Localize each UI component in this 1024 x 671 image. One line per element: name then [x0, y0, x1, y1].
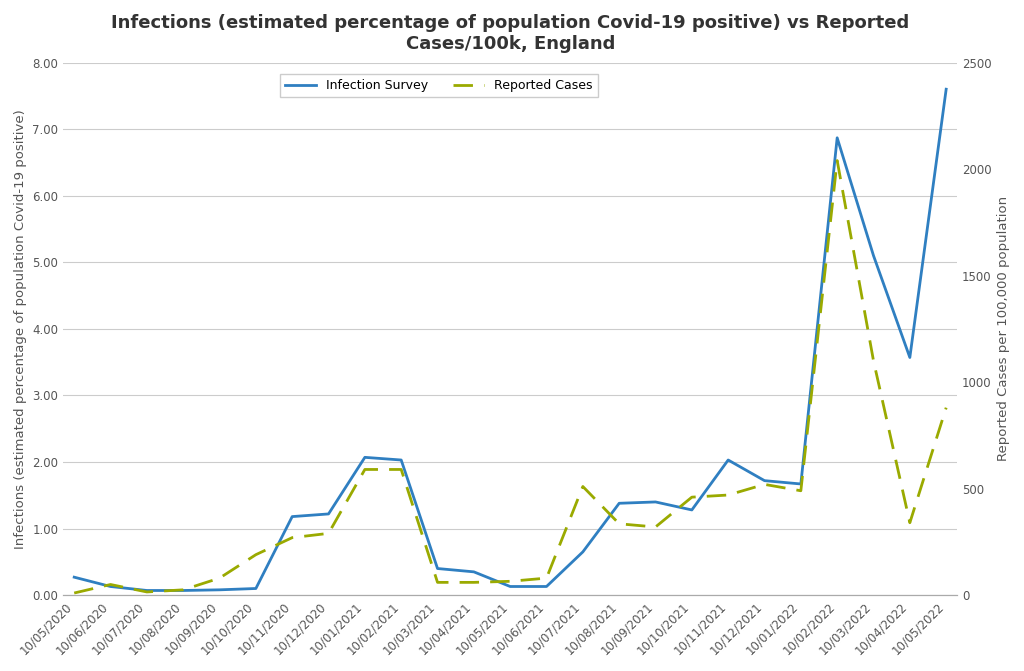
Reported Cases — [468, 578, 480, 586]
Infection Survey — [686, 506, 698, 514]
Reported Cases — [358, 466, 371, 474]
Reported Cases — [250, 551, 262, 559]
Reported Cases — [649, 523, 662, 531]
Infection Survey — [613, 499, 626, 507]
Infection Survey — [649, 498, 662, 506]
Reported Cases — [68, 589, 80, 597]
Infection Survey — [867, 252, 880, 260]
Reported Cases — [504, 577, 516, 585]
Reported Cases — [795, 486, 807, 495]
Reported Cases — [867, 357, 880, 365]
Infection Survey — [577, 548, 589, 556]
Infection Survey — [541, 582, 553, 590]
Reported Cases — [831, 156, 844, 164]
Title: Infections (estimated percentage of population Covid-19 positive) vs Reported
Ca: Infections (estimated percentage of popu… — [111, 14, 909, 53]
Reported Cases — [104, 580, 117, 588]
Infection Survey — [286, 513, 298, 521]
Reported Cases — [213, 574, 225, 582]
Infection Survey — [504, 582, 516, 590]
Reported Cases — [323, 529, 335, 537]
Reported Cases — [686, 493, 698, 501]
Reported Cases — [395, 466, 408, 474]
Reported Cases — [577, 482, 589, 491]
Infection Survey — [213, 586, 225, 594]
Line: Reported Cases: Reported Cases — [74, 160, 946, 593]
Line: Infection Survey: Infection Survey — [74, 89, 946, 590]
Infection Survey — [177, 586, 189, 595]
Infection Survey — [468, 568, 480, 576]
Infection Survey — [940, 85, 952, 93]
Reported Cases — [940, 404, 952, 412]
Infection Survey — [795, 480, 807, 488]
Infection Survey — [722, 456, 734, 464]
Reported Cases — [177, 586, 189, 594]
Infection Survey — [759, 476, 771, 484]
Infection Survey — [831, 134, 844, 142]
Reported Cases — [904, 519, 916, 527]
Infection Survey — [431, 564, 443, 572]
Reported Cases — [722, 491, 734, 499]
Infection Survey — [140, 586, 153, 595]
Infection Survey — [104, 582, 117, 590]
Y-axis label: Reported Cases per 100,000 population: Reported Cases per 100,000 population — [997, 197, 1010, 462]
Reported Cases — [431, 578, 443, 586]
Reported Cases — [613, 520, 626, 528]
Reported Cases — [286, 533, 298, 541]
Reported Cases — [140, 588, 153, 596]
Infection Survey — [904, 354, 916, 362]
Reported Cases — [759, 480, 771, 488]
Infection Survey — [323, 510, 335, 518]
Infection Survey — [395, 456, 408, 464]
Infection Survey — [250, 584, 262, 592]
Infection Survey — [358, 454, 371, 462]
Infection Survey — [68, 573, 80, 581]
Legend: Infection Survey, Reported Cases: Infection Survey, Reported Cases — [280, 74, 598, 97]
Reported Cases — [541, 574, 553, 582]
Y-axis label: Infections (estimated percentage of population Covid-19 positive): Infections (estimated percentage of popu… — [14, 109, 27, 549]
